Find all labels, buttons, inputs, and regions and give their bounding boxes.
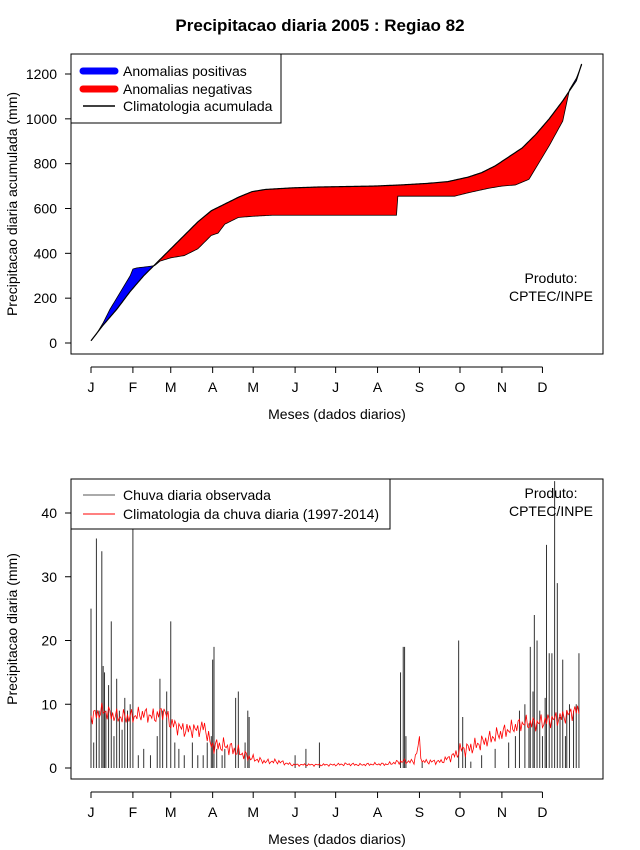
legend-label: Anomalias negativas [123,81,252,97]
y-tick-label: 20 [41,633,57,649]
x-tick-label: J [88,804,95,820]
x-tick-label: O [455,379,466,395]
y-tick-label: 40 [41,505,57,521]
x-tick-label: D [537,804,547,820]
y-axis-title: Precipitacao diaria acumulada (mm) [4,92,20,316]
legend-label: Climatologia acumulada [123,98,273,114]
annotation-product: Produto: [525,270,578,286]
x-tick-label: S [415,379,424,395]
x-tick-label: D [537,379,547,395]
chart-title: Precipitacao diaria 2005 : Regiao 82 [175,16,465,35]
x-tick-label: J [88,379,95,395]
y-tick-label: 10 [41,696,57,712]
y-tick-label: 0 [49,760,57,776]
x-tick-label: S [415,804,424,820]
y-tick-label: 1000 [26,111,57,127]
x-tick-label: O [455,804,466,820]
y-tick-label: 800 [34,156,58,172]
annotation-source: CPTEC/INPE [509,503,593,519]
x-tick-label: F [129,804,138,820]
y-tick-label: 400 [34,245,58,261]
climatology-daily-line [90,702,580,767]
daily-chart: 0 10 20 30 40 J F M A M J J A S O N D Meses (dados diario… [4,478,604,847]
x-tick-label: A [373,379,383,395]
x-tick-label: F [129,379,138,395]
y-tick-label: 1200 [26,66,57,82]
x-tick-label: J [332,379,339,395]
x-tick-label: N [497,804,507,820]
plot-frame [70,53,604,355]
annotation-source: CPTEC/INPE [509,288,593,304]
x-tick-label: J [332,804,339,820]
x-tick-label: N [497,379,507,395]
y-tick-label: 200 [34,290,58,306]
y-tick-label: 0 [49,335,57,351]
y-tick-label: 600 [34,201,58,217]
cumulative-chart: 0 200 400 600 800 1000 1200 J F M A M J J A S O N D Meses (… [4,53,604,422]
annotation-product: Produto: [525,485,578,501]
y-axis-title: Precipitacao diaria (mm) [4,553,20,705]
x-tick-label: A [208,379,218,395]
legend-label: Chuva diaria observada [123,487,271,503]
x-tick-label: M [247,379,259,395]
y-tick-label: 30 [41,569,57,585]
x-tick-label: J [292,804,299,820]
negative-anomaly-area [154,89,570,266]
x-tick-label: A [208,804,218,820]
x-tick-label: M [165,379,177,395]
legend: Chuva diaria observada Climatologia da ch… [70,478,391,530]
observed-cumulative-line [90,64,583,342]
x-tick-label: M [165,804,177,820]
x-tick-label: M [247,804,259,820]
legend: Anomalias positivas Anomalias negativasCl… [70,53,282,124]
x-tick-label: J [292,379,299,395]
x-axis-title: Meses (dados diarios) [268,831,406,847]
legend-label: Climatologia da chuva diaria (1997-2014) [123,506,379,522]
legend-label: Anomalias positivas [123,63,247,79]
x-tick-label: A [373,804,383,820]
legend-box [70,478,391,530]
observed-bars [90,481,580,768]
climatology-cumulative-line [90,63,583,342]
x-axis-title: Meses (dados diarios) [268,406,406,422]
